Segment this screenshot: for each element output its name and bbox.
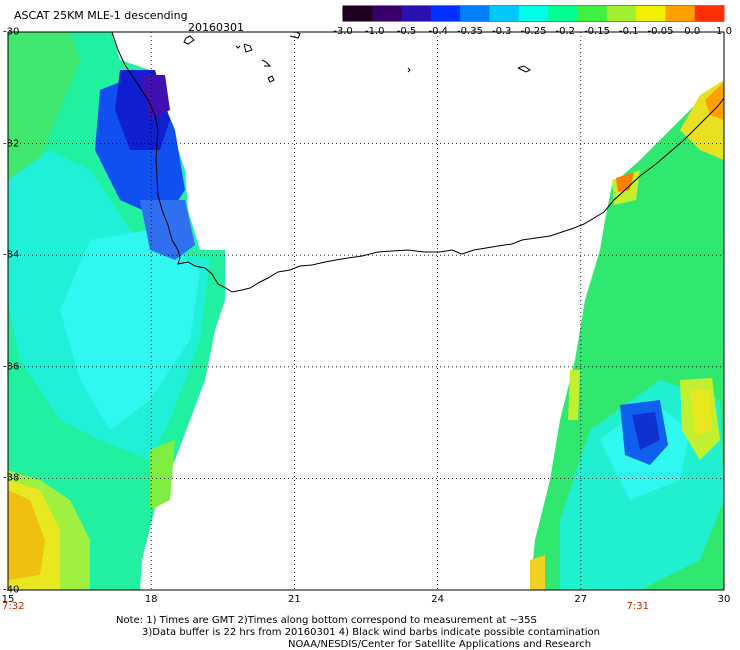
colorbar-swatch bbox=[372, 6, 403, 21]
colorbar-swatch bbox=[460, 6, 491, 21]
colorbar bbox=[342, 5, 725, 22]
colorbar-swatch bbox=[430, 6, 461, 21]
colorbar-swatch bbox=[577, 6, 608, 21]
measurement-time-label: 7:32 bbox=[2, 601, 25, 612]
east-swath bbox=[530, 80, 724, 590]
graticule bbox=[8, 32, 724, 590]
coastline bbox=[111, 31, 725, 293]
colorbar-tick-label: -0.25 bbox=[520, 26, 547, 37]
colorbar-swatch bbox=[518, 6, 549, 21]
note-line-1: Note: 1) Times are GMT 2)Times along bot… bbox=[116, 615, 537, 626]
longitude-tick-label: 21 bbox=[288, 594, 301, 605]
colorbar-tick-label: -0.5 bbox=[396, 26, 417, 37]
colorbar-tick-label: -0.05 bbox=[647, 26, 674, 37]
longitude-tick-label: 24 bbox=[431, 594, 444, 605]
longitude-tick-label: 18 bbox=[144, 594, 158, 605]
colorbar-swatch bbox=[548, 6, 578, 21]
west-swath bbox=[8, 32, 225, 590]
measurement-time-label: 7:31 bbox=[626, 601, 649, 612]
colorbar-tick-label: -3.0 bbox=[333, 26, 353, 37]
longitude-tick-label: 15 bbox=[1, 594, 15, 605]
latitude-tick-label: -32 bbox=[3, 138, 20, 150]
map-title: ASCAT 25KM MLE-1 descending bbox=[14, 9, 188, 22]
longitude-tick-label: 30 bbox=[717, 594, 731, 605]
colorbar-swatch bbox=[343, 6, 373, 21]
colorbar-tick-label: -0.1 bbox=[618, 26, 639, 37]
latitude-tick-label: -36 bbox=[3, 361, 20, 373]
colorbar-swatch bbox=[665, 6, 696, 21]
colorbar-swatch bbox=[401, 6, 432, 21]
note-line-3: NOAA/NESDIS/Center for Satellite Applica… bbox=[288, 639, 592, 650]
colorbar-tick-label: -0.3 bbox=[491, 26, 512, 37]
note-line-2: 3)Data buffer is 22 hrs from 20160301 4)… bbox=[142, 627, 600, 638]
colorbar-tick-label: 1.0 bbox=[716, 26, 732, 37]
colorbar-tick-label: -1.0 bbox=[364, 26, 385, 37]
colorbar-swatch bbox=[636, 6, 666, 21]
colorbar-tick-label: -0.4 bbox=[428, 26, 449, 37]
latitude-tick-label: -34 bbox=[3, 249, 20, 261]
colorbar-tick-label: -0.35 bbox=[457, 26, 483, 37]
colorbar-swatch bbox=[694, 6, 725, 21]
colorbar-swatch bbox=[489, 6, 520, 21]
colorbar-swatch bbox=[606, 6, 637, 21]
colorbar-tick-label: -0.15 bbox=[584, 26, 610, 37]
longitude-tick-label: 27 bbox=[574, 594, 588, 605]
colorbar-tick-label: -0.2 bbox=[555, 26, 576, 37]
latitude-tick-label: -40 bbox=[3, 584, 20, 596]
latitude-tick-label: -30 bbox=[3, 26, 20, 38]
latitude-tick-label: -38 bbox=[3, 472, 20, 484]
colorbar-tick-label: 0.0 bbox=[684, 26, 701, 37]
map-frame bbox=[7, 31, 725, 591]
map-date: 20160301 bbox=[188, 21, 244, 34]
